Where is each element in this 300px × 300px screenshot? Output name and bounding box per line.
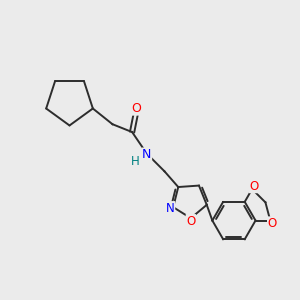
Text: O: O [268,217,277,230]
Text: N: N [142,148,152,161]
Text: H: H [131,155,140,168]
Text: O: O [131,102,141,115]
Text: O: O [186,214,196,228]
Text: O: O [249,180,259,193]
Text: N: N [166,202,175,215]
